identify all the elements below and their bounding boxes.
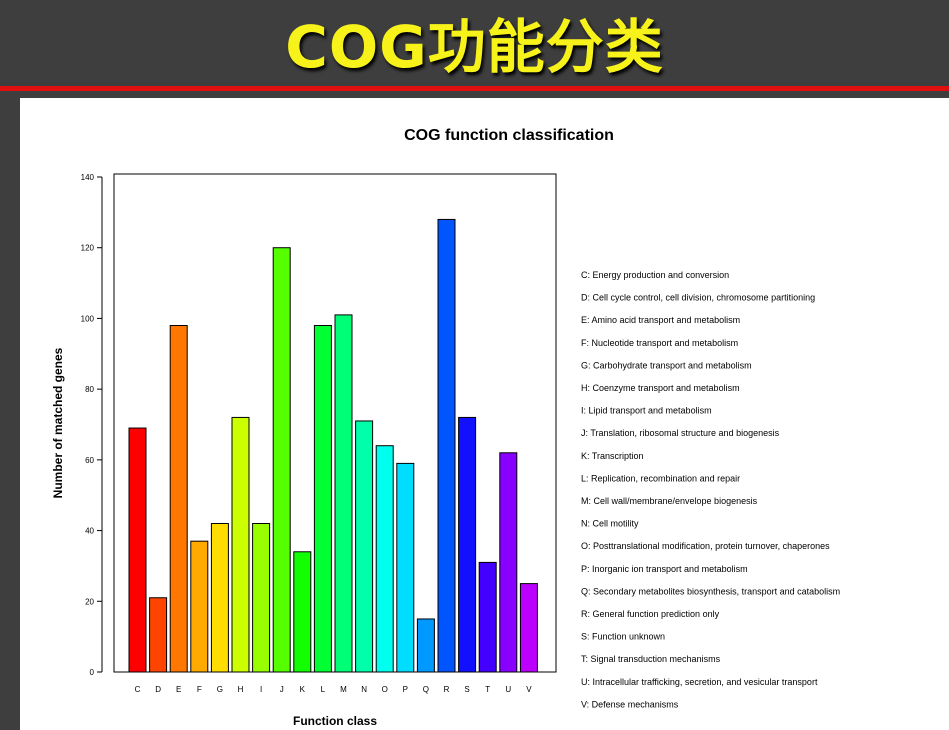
bar-d (149, 597, 168, 673)
legend-item: L: Replication, recombination and repair (581, 473, 740, 483)
x-tick-labels: C D E F G H I J K L M N O P Q R S T U V (135, 685, 533, 694)
x-tick-label: E (176, 685, 181, 694)
slide-title: COG功能分类 (285, 13, 664, 81)
bar-e (169, 325, 188, 673)
x-tick-label: V (526, 685, 532, 694)
legend-item: I: Lipid transport and metabolism (581, 406, 712, 416)
y-tick-label: 120 (81, 244, 95, 253)
bar-r (437, 218, 456, 673)
bar-m (334, 314, 353, 673)
bar-f (190, 540, 209, 673)
x-tick-label: I (260, 685, 262, 694)
x-axis-label: Function class (293, 714, 377, 728)
bar-j (272, 247, 291, 673)
y-tick-label: 20 (85, 597, 94, 606)
x-tick-label: U (505, 685, 511, 694)
legend-item: R: General function prediction only (581, 609, 720, 619)
legend-item: M: Cell wall/membrane/envelope biogenesi… (581, 496, 758, 506)
legend-item: N: Cell motility (581, 519, 639, 529)
x-tick-label: D (155, 685, 161, 694)
x-tick-label: K (300, 685, 306, 694)
legend-item: F: Nucleotide transport and metabolism (581, 338, 738, 348)
legend-item: G: Carbohydrate transport and metabolism (581, 360, 752, 370)
chart-title: COG function classification (404, 127, 614, 144)
x-tick-label: Q (423, 685, 429, 694)
x-tick-label: R (444, 685, 450, 694)
bar-g (210, 523, 229, 673)
bar-c (128, 427, 147, 673)
y-tick-label: 140 (81, 173, 95, 182)
x-tick-label: C (135, 685, 141, 694)
x-tick-label: J (280, 685, 284, 694)
bar-q (416, 618, 435, 673)
x-tick-label: T (485, 685, 490, 694)
bar-n (355, 420, 374, 673)
bar-o (375, 445, 394, 673)
legend-item: K: Transcription (581, 451, 644, 461)
chart-panel: COG function classification Function cla… (20, 98, 949, 730)
legend-item: D: Cell cycle control, cell division, ch… (581, 293, 815, 303)
bar-v (519, 583, 538, 673)
y-tick-label: 60 (85, 456, 94, 465)
legend-item: V: Defense mechanisms (581, 699, 679, 709)
legend-item: T: Signal transduction mechanisms (581, 654, 721, 664)
bar-i (252, 523, 271, 673)
bar-k (293, 551, 312, 673)
y-tick-label: 100 (81, 314, 95, 323)
x-tick-label: S (464, 685, 469, 694)
x-tick-label: F (197, 685, 202, 694)
bar-u (499, 452, 518, 673)
x-tick-label: O (382, 685, 388, 694)
x-tick-label: L (321, 685, 326, 694)
legend-item: U: Intracellular trafficking, secretion,… (581, 677, 818, 687)
y-tick-label: 80 (85, 385, 94, 394)
y-axis: 0 20 40 60 80 100 120 140 (81, 173, 103, 677)
x-tick-label: N (361, 685, 367, 694)
legend-item: S: Function unknown (581, 632, 665, 642)
bar-t (478, 561, 497, 673)
y-axis-label: Number of matched genes (51, 347, 65, 498)
bar-p (396, 462, 415, 673)
x-tick-label: G (217, 685, 223, 694)
bars (128, 218, 538, 673)
legend-item: C: Energy production and conversion (581, 270, 729, 280)
x-tick-label: H (238, 685, 244, 694)
y-tick-label: 0 (90, 668, 95, 677)
legend: C: Energy production and conversion D: Ce… (581, 270, 840, 709)
legend-item: O: Posttranslational modification, prote… (581, 541, 830, 551)
y-tick-label: 40 (85, 527, 94, 536)
legend-item: H: Coenzyme transport and metabolism (581, 383, 740, 393)
bar-s (458, 416, 477, 673)
x-tick-label: P (403, 685, 408, 694)
legend-item: Q: Secondary metabolites biosynthesis, t… (581, 586, 840, 596)
title-divider (0, 86, 949, 91)
legend-item: P: Inorganic ion transport and metabolis… (581, 564, 748, 574)
legend-item: E: Amino acid transport and metabolism (581, 315, 740, 325)
bar-h (231, 416, 250, 673)
bar-l (313, 325, 332, 673)
cog-bar-chart: COG function classification Function cla… (51, 127, 840, 728)
x-tick-label: M (340, 685, 347, 694)
legend-item: J: Translation, ribosomal structure and … (581, 428, 780, 438)
